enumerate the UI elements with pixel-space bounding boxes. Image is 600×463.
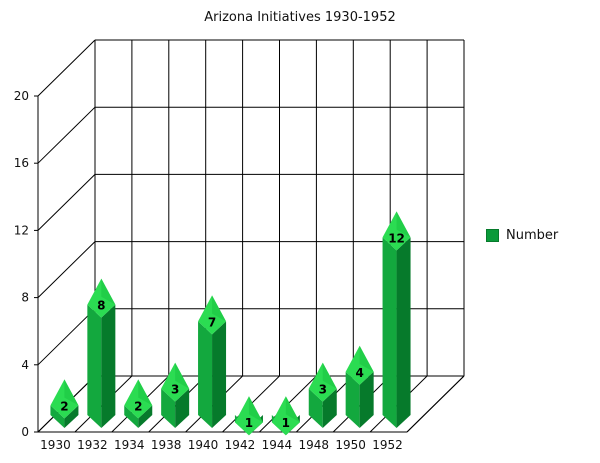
bar-top [87, 278, 116, 318]
bar [271, 396, 300, 436]
x-tick-label: 1942 [225, 438, 256, 452]
bar-face-left [308, 388, 323, 428]
bar-top-shade [101, 278, 116, 305]
bar-value-label: 3 [171, 383, 179, 397]
legend-label-number: Number [506, 228, 559, 243]
gridline-wall [37, 106, 96, 164]
bar-top [345, 345, 374, 385]
bar-value-label: 1 [282, 416, 290, 430]
x-tick-label: 1938 [151, 438, 182, 452]
bar-value-label: 8 [97, 299, 105, 313]
y-tick-label: 0 [21, 425, 29, 439]
floor-edge [406, 375, 465, 433]
bar-face-right [64, 405, 79, 428]
gridline-wall [37, 39, 96, 97]
bar [382, 211, 411, 428]
bar-face-left [345, 371, 360, 428]
bar-top-shade [396, 211, 411, 238]
chart-legend: Number [486, 228, 558, 243]
bar-top-shade [138, 379, 153, 406]
bar-top-shade [175, 362, 190, 389]
bar-top [382, 211, 411, 251]
bar-top [161, 362, 190, 402]
bar-top [308, 362, 337, 402]
y-tick-label: 16 [14, 156, 29, 170]
bar-face-left [198, 321, 213, 428]
y-tick-label: 8 [21, 291, 29, 305]
legend-swatch-number [486, 229, 499, 242]
bar-top [234, 396, 263, 436]
x-tick-label: 1950 [335, 438, 366, 452]
bar-face-right [101, 304, 116, 428]
bar-face-left [87, 304, 102, 428]
bar-face-right [322, 388, 337, 428]
bar-top [124, 379, 153, 419]
chart-bars [50, 211, 411, 436]
x-tick-label: 1940 [188, 438, 219, 452]
bar-face-right [359, 371, 374, 428]
bar-value-label: 2 [134, 399, 142, 413]
bar-value-label: 7 [208, 315, 216, 329]
bar-face-left [161, 388, 176, 428]
x-tick-label: 1952 [372, 438, 403, 452]
bar-face-right [138, 405, 153, 428]
x-tick-label: 1948 [298, 438, 329, 452]
bar [161, 362, 190, 428]
y-tick-label: 4 [21, 358, 29, 372]
bar-value-label: 12 [388, 231, 405, 245]
bar-top [198, 295, 227, 335]
bar-value-label: 4 [355, 366, 363, 380]
gridline-wall [37, 174, 96, 231]
bar-face-right [396, 237, 411, 428]
bar [198, 295, 227, 428]
bar-top-shade [285, 396, 300, 423]
x-tick-label: 1934 [114, 438, 145, 452]
bar [345, 345, 374, 428]
bar-value-label: 3 [319, 383, 327, 397]
x-tick-label: 1932 [77, 438, 108, 452]
bar-top [50, 379, 79, 419]
bar [124, 379, 153, 428]
bar-face-left [50, 405, 65, 428]
bar-top-shade [359, 345, 374, 372]
chart-axes [34, 95, 465, 433]
bar-face-left [124, 405, 139, 428]
bar-face-left [382, 237, 397, 428]
bar [50, 379, 79, 428]
bar [234, 396, 263, 436]
bar-top [271, 396, 300, 436]
bar-value-label: 1 [245, 416, 253, 430]
gridline-wall [37, 241, 96, 298]
bar-top-shade [322, 362, 337, 389]
gridline-wall [37, 308, 96, 366]
bar-value-label: 2 [60, 399, 68, 413]
x-tick-label: 1930 [40, 438, 71, 452]
bar-top-shade [212, 295, 227, 322]
bar-top-shade [248, 396, 263, 423]
x-tick-label: 1944 [262, 438, 293, 452]
bar [87, 278, 116, 428]
bar-face-right [212, 321, 227, 428]
bar-top-shade [64, 379, 79, 406]
y-tick-label: 20 [14, 89, 29, 103]
chart-title: Arizona Initiatives 1930-1952 [204, 10, 396, 25]
bar-face-right [175, 388, 190, 428]
bar [308, 362, 337, 428]
y-tick-label: 12 [14, 223, 29, 237]
